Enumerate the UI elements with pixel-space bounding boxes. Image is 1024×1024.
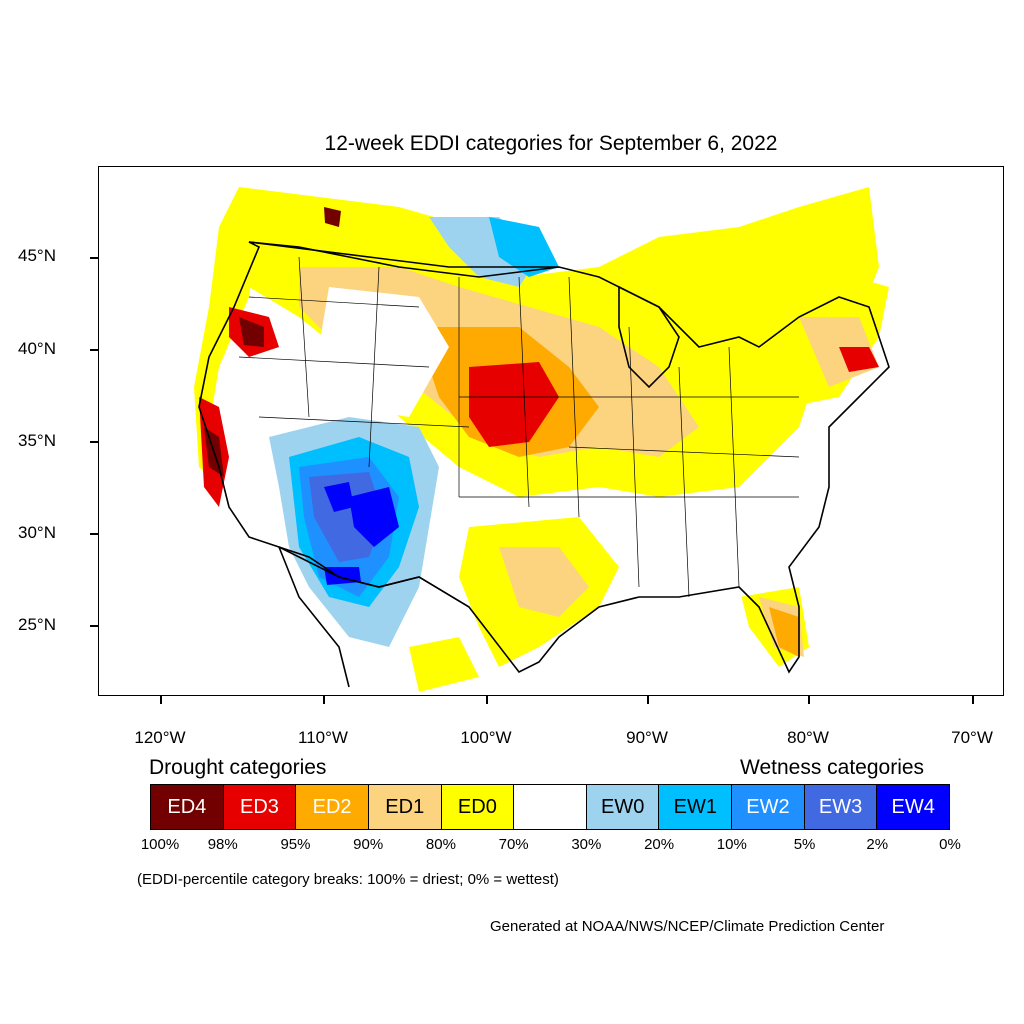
- region-ew4-az: [324, 482, 354, 512]
- legend-cell-ew0: EW0: [586, 785, 660, 829]
- lon-label-120: 120°W: [134, 728, 186, 747]
- us-outline: [198, 241, 890, 674]
- legend-cell-normal: [514, 785, 587, 829]
- percentile-break-label: 20%: [644, 836, 675, 853]
- lat-label-45: 45°N: [18, 246, 56, 265]
- lat-label-35: 35°N: [18, 431, 56, 450]
- percentile-break-label: 90%: [353, 836, 384, 853]
- legend-cell-ew4: EW4: [877, 785, 950, 829]
- legend-cell-ed3: ED3: [223, 785, 297, 829]
- region-ew4-border: [324, 567, 361, 585]
- lon-tick: [323, 696, 325, 704]
- lon-tick: [972, 696, 974, 704]
- state-lines: [238, 256, 800, 598]
- lat-tick: [90, 533, 98, 535]
- lat-label-30: 30°N: [18, 523, 56, 542]
- lat-label-40: 40°N: [18, 339, 56, 358]
- percentile-break-label: 70%: [498, 836, 529, 853]
- great-lakes: [618, 285, 680, 389]
- lat-label-25: 25°N: [18, 615, 56, 634]
- lon-tick: [160, 696, 162, 704]
- region-ed3-plains: [469, 362, 559, 447]
- lon-tick: [808, 696, 810, 704]
- lon-label-70: 70°W: [951, 728, 993, 747]
- percentile-break-label: 5%: [793, 836, 816, 853]
- wetness-heading: Wetness categories: [740, 756, 925, 779]
- category-fill-layer: [194, 187, 889, 692]
- category-legend: ED4 ED3 ED2 ED1 ED0 EW0 EW1 EW2 EW3 EW4: [150, 784, 950, 830]
- map-title: 12-week EDDI categories for September 6,…: [324, 132, 778, 155]
- lon-label-90: 90°W: [626, 728, 668, 747]
- mexico-border: [278, 546, 470, 608]
- baja: [278, 546, 350, 688]
- region-normal-southeast: [619, 507, 799, 597]
- region-ed2-florida: [769, 607, 799, 657]
- credit-line: Generated at NOAA/NWS/NCEP/Climate Predi…: [490, 918, 885, 935]
- region-ed3-northeast: [839, 347, 879, 372]
- legend-cell-ew1: EW1: [659, 785, 733, 829]
- lon-tick: [486, 696, 488, 704]
- canada-border: [248, 241, 559, 268]
- legend-cell-ed4: ED4: [151, 785, 224, 829]
- lon-tick: [647, 696, 649, 704]
- region-ew4-nm: [349, 487, 399, 547]
- percentile-break-label: 95%: [280, 836, 311, 853]
- percentile-break-label: 30%: [571, 836, 602, 853]
- percentile-break-label: 2%: [866, 836, 889, 853]
- region-ew1-north: [489, 217, 559, 277]
- percentile-break-label: 10%: [716, 836, 747, 853]
- legend-cell-ew2: EW2: [732, 785, 805, 829]
- legend-cell-ed2: ED2: [296, 785, 369, 829]
- lat-tick: [90, 349, 98, 351]
- region-normal-west: [319, 287, 449, 417]
- boundary-layer: [198, 241, 890, 688]
- region-ed0-mexico: [409, 637, 479, 692]
- percentile-break-label: 0%: [939, 836, 961, 853]
- percentile-break-label: 98%: [207, 836, 238, 853]
- lon-label-110: 110°W: [298, 728, 348, 747]
- lat-tick: [90, 441, 98, 443]
- lat-tick: [90, 257, 98, 259]
- lat-tick: [90, 625, 98, 627]
- legend-cell-ed1: ED1: [368, 785, 442, 829]
- lon-label-80: 80°W: [787, 728, 829, 747]
- drought-heading: Drought categories: [149, 756, 327, 779]
- percentile-break-label: 100%: [140, 836, 180, 853]
- region-ed4-idaho: [324, 207, 341, 227]
- category-note: (EDDI-percentile category breaks: 100% =…: [137, 871, 559, 888]
- map-canvas: [194, 187, 890, 692]
- lon-label-100: 100°W: [460, 728, 512, 747]
- region-ed1-texas: [499, 547, 589, 617]
- legend-cell-ed0: ED0: [441, 785, 515, 829]
- region-ed4-oregon: [239, 317, 264, 347]
- eddi-map: [98, 166, 1004, 696]
- percentile-break-label: 80%: [425, 836, 456, 853]
- legend-cell-ew3: EW3: [804, 785, 878, 829]
